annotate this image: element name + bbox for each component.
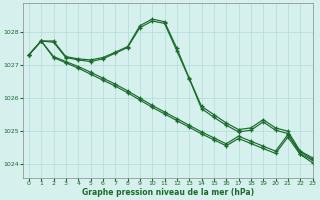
- X-axis label: Graphe pression niveau de la mer (hPa): Graphe pression niveau de la mer (hPa): [82, 188, 254, 197]
